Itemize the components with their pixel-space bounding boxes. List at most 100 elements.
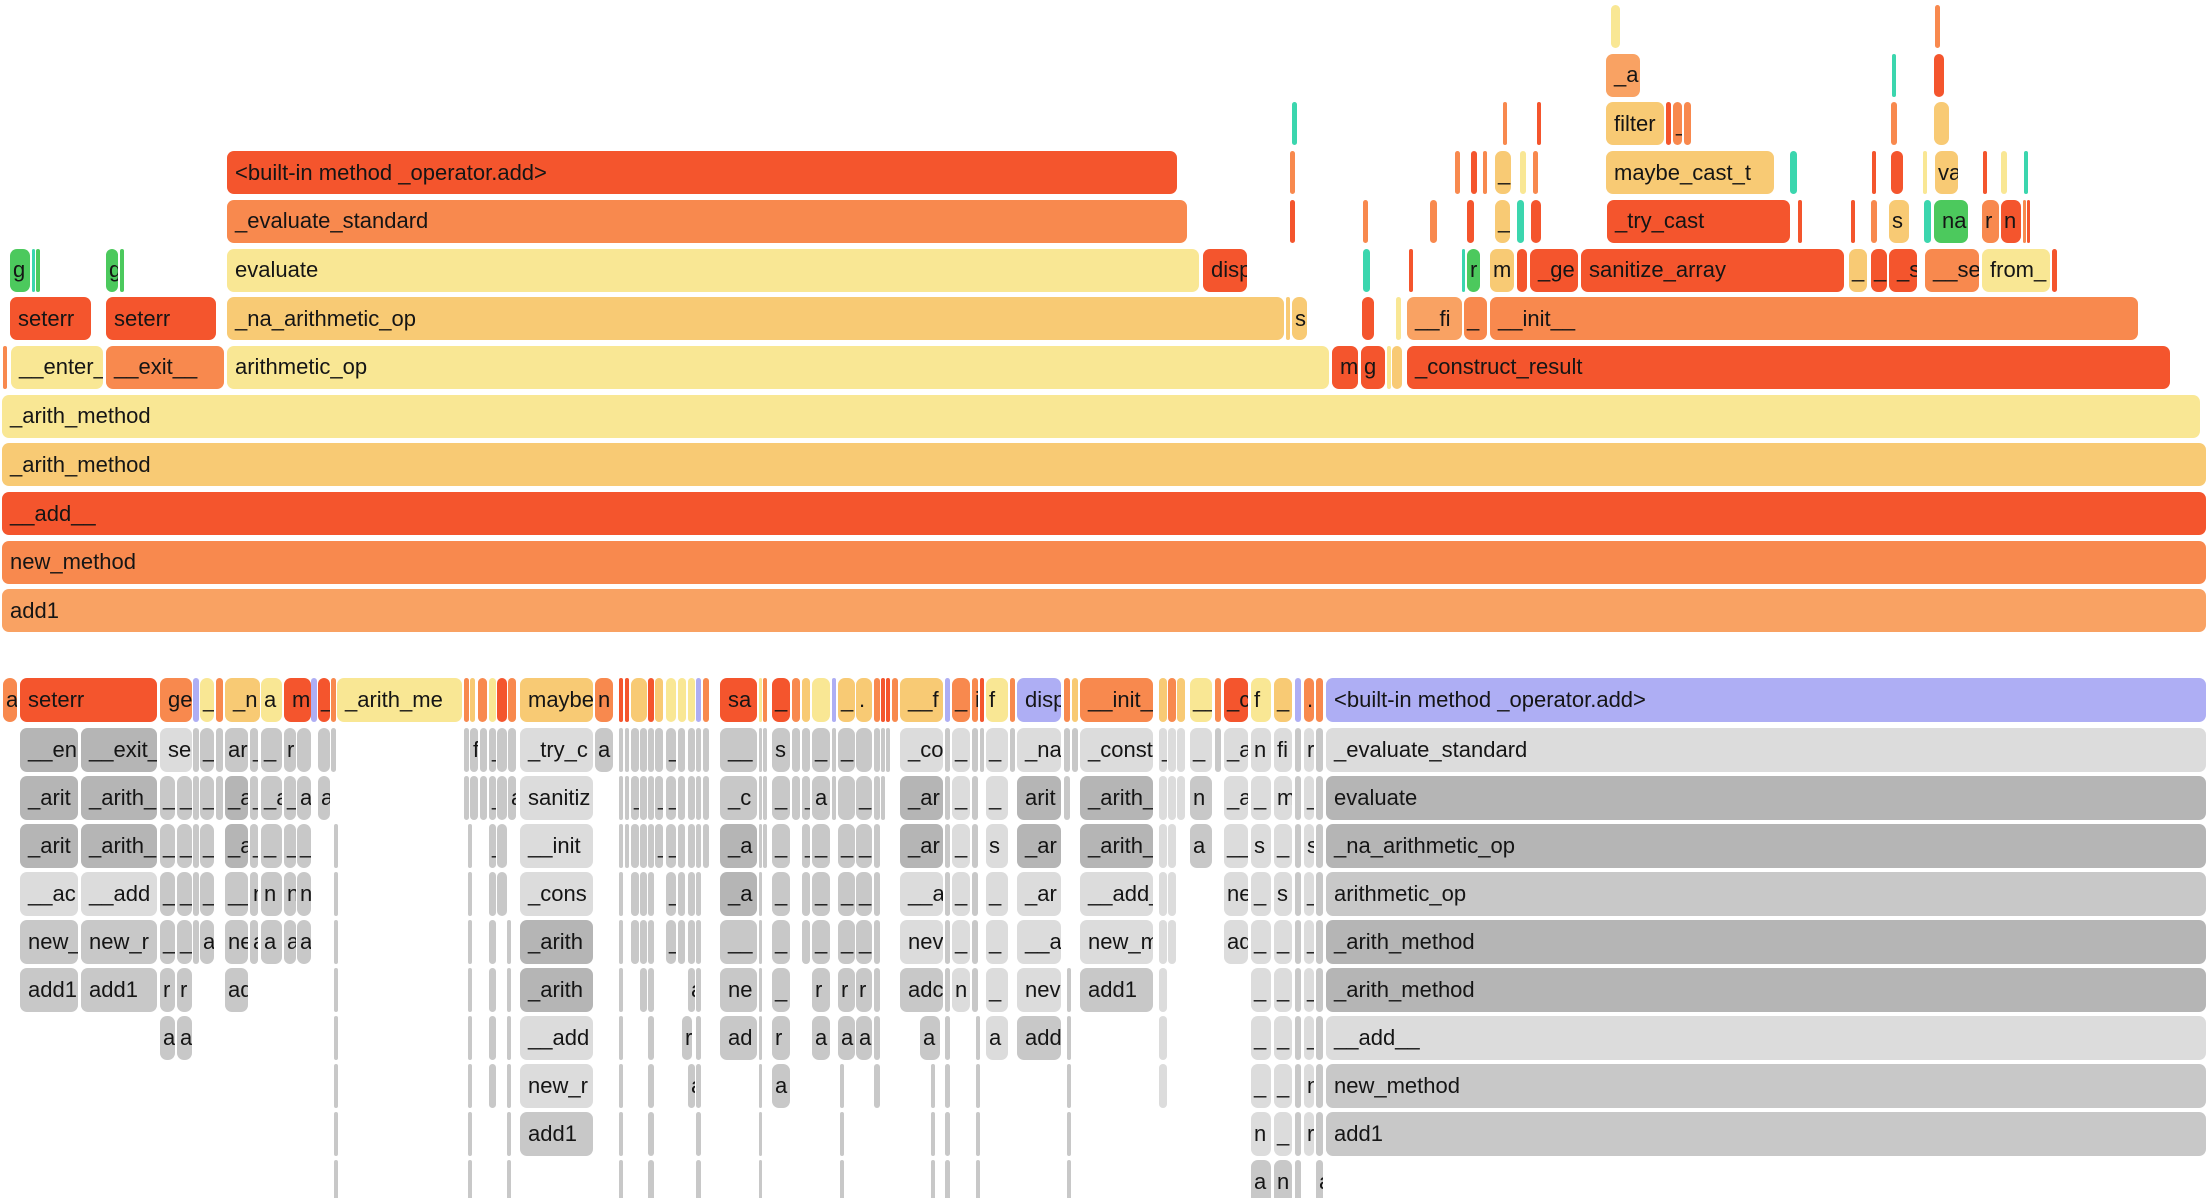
flame-frame-sliver[interactable]	[802, 920, 810, 964]
flame-frame-sliver[interactable]	[619, 920, 623, 964]
flame-frame-n[interactable]: n	[1274, 1160, 1292, 1198]
flame-frame-sliver[interactable]	[874, 968, 880, 1012]
flame-frame-[interactable]: _	[261, 728, 282, 772]
flame-frame-sliver[interactable]	[696, 678, 701, 722]
flame-frame-[interactable]: _	[838, 824, 855, 868]
flame-frame-sliver[interactable]	[763, 728, 767, 772]
flame-frame-sliver[interactable]	[619, 968, 623, 1012]
flame-frame-built-in-method-operator-add[interactable]: <built-in method _operator.add>	[1326, 678, 2206, 722]
flame-frame-[interactable]: _	[1251, 872, 1271, 916]
flame-frame-a[interactable]: a	[772, 1064, 790, 1108]
flame-frame-[interactable]: _	[631, 776, 639, 820]
flame-frame-ad[interactable]: ad	[720, 1016, 757, 1060]
flame-frame-arith-method[interactable]: _arith_method	[1326, 920, 2206, 964]
flame-frame-n[interactable]: n	[1190, 776, 1212, 820]
flame-frame-sliver[interactable]	[1935, 5, 1940, 48]
flame-frame-sliver[interactable]	[1067, 1112, 1071, 1156]
flame-frame-n[interactable]: n	[1251, 1112, 1271, 1156]
flame-frame-sliver[interactable]	[631, 920, 639, 964]
flame-frame-m[interactable]: m	[284, 678, 311, 722]
flame-frame-sliver[interactable]	[468, 1016, 472, 1060]
flame-frame-m[interactable]: m	[1332, 345, 1358, 389]
flame-frame-f[interactable]: __f	[900, 678, 943, 722]
flame-frame-sliver[interactable]	[1684, 102, 1691, 146]
flame-frame-sliver[interactable]	[1934, 53, 1944, 97]
flame-frame-sliver[interactable]	[1362, 297, 1374, 341]
flame-frame-a[interactable]: a	[1316, 1160, 1323, 1198]
flame-frame-sliver[interactable]	[678, 824, 685, 868]
flame-frame-sliver[interactable]	[648, 824, 654, 868]
flame-frame-[interactable]: _	[655, 824, 663, 868]
flame-frame-add[interactable]: __add__	[2, 492, 2206, 535]
flame-frame-sliver[interactable]	[619, 776, 623, 820]
flame-frame-sliver[interactable]	[640, 872, 647, 916]
flame-frame-sliver[interactable]	[678, 678, 686, 722]
flame-frame-r[interactable]: r	[160, 968, 175, 1012]
flame-frame-s[interactable]: s	[1889, 199, 1909, 243]
flame-frame-sliver[interactable]	[759, 1112, 762, 1156]
flame-frame-ar[interactable]: _ar	[1017, 824, 1061, 868]
flame-frame-sliver[interactable]	[763, 824, 767, 868]
flame-frame-evaluate[interactable]: evaluate	[1326, 776, 2206, 820]
flame-frame-[interactable]: _	[489, 728, 496, 772]
flame-frame-s[interactable]: _s	[1889, 248, 1917, 292]
flame-frame-[interactable]: _	[177, 872, 192, 916]
flame-frame-sliver[interactable]	[972, 872, 978, 916]
flame-frame-sliver[interactable]	[1067, 968, 1071, 1012]
flame-frame-sliver[interactable]	[216, 776, 223, 820]
flame-frame-[interactable]: _	[1495, 199, 1510, 243]
flame-frame-sliver[interactable]	[489, 968, 496, 1012]
flame-frame-sliver[interactable]	[1177, 776, 1185, 820]
flame-frame-[interactable]: _	[986, 776, 1008, 820]
flame-frame-n[interactable]: _n	[225, 678, 260, 722]
flame-frame-sliver[interactable]	[1215, 728, 1221, 772]
flame-frame-[interactable]: _	[250, 824, 258, 868]
flame-frame-n[interactable]: n	[2001, 199, 2021, 243]
flame-frame-sliver[interactable]	[666, 678, 676, 722]
flame-frame-sliver[interactable]	[648, 1160, 654, 1198]
flame-frame-a[interactable]: a	[160, 1016, 175, 1060]
flame-frame-[interactable]: __	[225, 872, 248, 916]
flame-frame-sliver[interactable]	[1072, 728, 1078, 772]
flame-frame-arith[interactable]: _arith_	[1080, 776, 1153, 820]
flame-frame-sliver[interactable]	[976, 1160, 980, 1198]
flame-frame-sliver[interactable]	[945, 920, 950, 964]
flame-frame-filter[interactable]: filter	[1606, 102, 1664, 146]
flame-frame-sliver[interactable]	[619, 728, 623, 772]
flame-frame-sliver[interactable]	[468, 1112, 472, 1156]
flame-frame-sliver[interactable]	[625, 824, 629, 868]
flame-frame-ge[interactable]: ge	[160, 678, 192, 722]
flame-frame-sliver[interactable]	[648, 1064, 654, 1108]
flame-frame-sliver[interactable]	[945, 872, 950, 916]
flame-frame-sliver[interactable]	[703, 824, 709, 868]
flame-frame-sliver[interactable]	[1177, 728, 1185, 772]
flame-frame-init[interactable]: __init_	[1080, 678, 1153, 722]
flame-frame-a[interactable]: a	[920, 1016, 940, 1060]
flame-frame-sliver[interactable]	[696, 920, 701, 964]
flame-frame-n[interactable]: n	[952, 968, 970, 1012]
flame-frame-co[interactable]: _co	[900, 728, 943, 772]
flame-frame-sliver[interactable]	[311, 678, 317, 722]
flame-frame-sliver[interactable]	[1872, 151, 1876, 195]
flame-frame-sliver[interactable]	[972, 728, 978, 772]
flame-frame-sliver[interactable]	[1316, 872, 1323, 916]
flame-frame-a[interactable]: _a	[720, 872, 757, 916]
flame-frame-[interactable]: _	[160, 872, 175, 916]
flame-frame-[interactable]: _	[986, 728, 1008, 772]
flame-frame-sliver[interactable]	[874, 920, 880, 964]
flame-frame-se[interactable]: se	[160, 728, 192, 772]
flame-frame-sliver[interactable]	[1159, 872, 1167, 916]
flame-frame-sliver[interactable]	[802, 678, 810, 722]
flame-frame-n[interactable]: n	[250, 872, 258, 916]
flame-frame-sliver[interactable]	[886, 678, 890, 722]
flame-frame-[interactable]: _	[1849, 248, 1867, 292]
flame-frame-sliver[interactable]	[688, 776, 695, 820]
flame-frame-sliver[interactable]	[696, 968, 701, 1012]
flame-frame-sliver[interactable]	[507, 1160, 511, 1198]
flame-frame-add1[interactable]: add1	[2, 589, 2206, 633]
flame-frame-[interactable]: _	[772, 678, 790, 722]
flame-frame-sliver[interactable]	[838, 776, 855, 820]
flame-frame-sliver[interactable]	[840, 1112, 844, 1156]
flame-frame-ad[interactable]: ad	[225, 968, 248, 1012]
